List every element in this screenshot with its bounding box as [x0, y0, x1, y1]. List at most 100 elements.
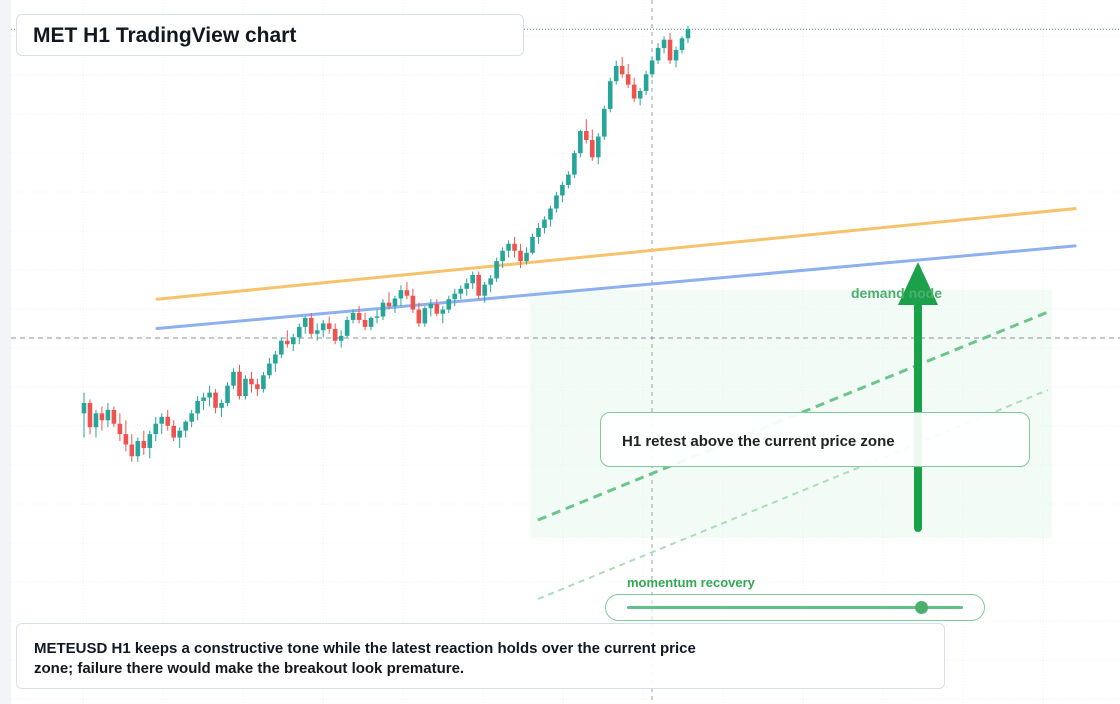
candle-body	[93, 413, 99, 428]
candle-body	[213, 392, 218, 408]
candle-body	[494, 261, 499, 279]
moving-average-line	[155, 207, 1077, 301]
candle-body	[201, 397, 206, 401]
retest-note: H1 retest above the current price zone	[622, 433, 895, 450]
projection-line-secondary	[537, 389, 1049, 600]
candle-body	[637, 90, 643, 99]
candle-body	[308, 317, 314, 334]
candle-body	[500, 250, 505, 262]
candle-body	[296, 326, 302, 338]
candle-body	[291, 337, 296, 345]
candle-body	[195, 400, 200, 414]
candle-body	[147, 434, 153, 448]
candle-body	[542, 219, 547, 228]
candle-body	[111, 409, 117, 424]
candle-body	[332, 328, 338, 341]
moving-average-line	[155, 244, 1077, 330]
candle-body	[607, 81, 613, 109]
candle-body	[584, 131, 589, 141]
candle-body	[255, 384, 260, 390]
candle-body	[165, 416, 171, 426]
candle-body	[524, 252, 529, 262]
candle-body	[488, 278, 493, 285]
candle-body	[368, 317, 374, 327]
candle-body	[129, 444, 135, 457]
candle-body	[105, 409, 111, 421]
left-margin-strip	[0, 0, 11, 704]
candle-body	[153, 423, 159, 435]
candle-body	[548, 208, 553, 220]
candle-body	[189, 413, 194, 422]
candle-body	[392, 298, 398, 307]
demand-zone-label: demand node	[851, 285, 943, 301]
candle-body	[470, 274, 475, 284]
candle-body	[482, 284, 487, 296]
candle-body	[595, 136, 601, 158]
candle-body	[171, 425, 176, 438]
candle-body	[231, 371, 236, 386]
candle-body	[87, 402, 93, 428]
momentum-slider[interactable]	[605, 594, 985, 621]
candle-body	[362, 319, 368, 327]
candle-body	[446, 299, 452, 310]
candle-body	[625, 74, 631, 85]
candle-body	[464, 283, 470, 289]
candle-body	[141, 441, 147, 448]
candle-body	[673, 50, 679, 61]
candle-body	[685, 29, 691, 39]
chart-title: MET H1 TradingView chart	[33, 24, 297, 47]
candle-body	[661, 39, 667, 48]
candle-body	[135, 441, 141, 457]
candle-body	[99, 413, 105, 421]
candle-body	[261, 375, 266, 390]
summary-text: METEUSD H1 keeps a constructive tone whi…	[34, 640, 696, 677]
candle-body	[410, 295, 416, 310]
candle-body	[219, 402, 224, 408]
candle-body	[338, 335, 344, 341]
summary-panel: METEUSD H1 keeps a constructive tone whi…	[16, 623, 945, 689]
momentum-track-line	[627, 606, 963, 609]
candle-body	[590, 140, 595, 158]
candle-body	[344, 319, 350, 336]
candle-body	[81, 402, 87, 414]
retest-callout: H1 retest above the current price zone	[600, 412, 1030, 467]
candle-body	[404, 290, 410, 296]
candle-body	[183, 421, 188, 431]
candle-body	[649, 60, 655, 75]
candle-body	[619, 65, 625, 75]
candle-body	[249, 378, 254, 385]
candle-body	[601, 108, 607, 137]
candle-body	[159, 416, 165, 424]
candle-body	[536, 227, 541, 237]
candle-body	[350, 313, 356, 320]
candle-body	[643, 74, 649, 91]
momentum-label: momentum recovery	[627, 575, 755, 590]
candle-body	[380, 302, 386, 317]
title-panel: MET H1 TradingView chart	[16, 14, 524, 56]
candle-body	[374, 316, 380, 318]
candle-body	[428, 304, 434, 309]
candle-body	[356, 313, 362, 320]
candle-body	[434, 304, 440, 314]
candle-body	[518, 250, 523, 262]
candle-body	[530, 236, 535, 253]
candle-body	[117, 423, 123, 435]
candle-body	[566, 174, 571, 185]
candle-body	[320, 323, 326, 331]
candle-body	[225, 385, 230, 403]
candle-body	[679, 38, 685, 51]
momentum-knob[interactable]	[915, 601, 929, 614]
candle-body	[285, 340, 290, 345]
candle-body	[655, 47, 661, 61]
candle-body	[237, 371, 242, 397]
candle-body	[416, 309, 422, 324]
candle-body	[386, 302, 392, 307]
candle-body	[302, 317, 308, 327]
candle-body	[314, 330, 320, 334]
candle-body	[506, 243, 511, 251]
candle-body	[667, 39, 673, 61]
candle-body	[458, 288, 464, 294]
candle-body	[631, 84, 637, 99]
candle-body	[326, 323, 332, 329]
